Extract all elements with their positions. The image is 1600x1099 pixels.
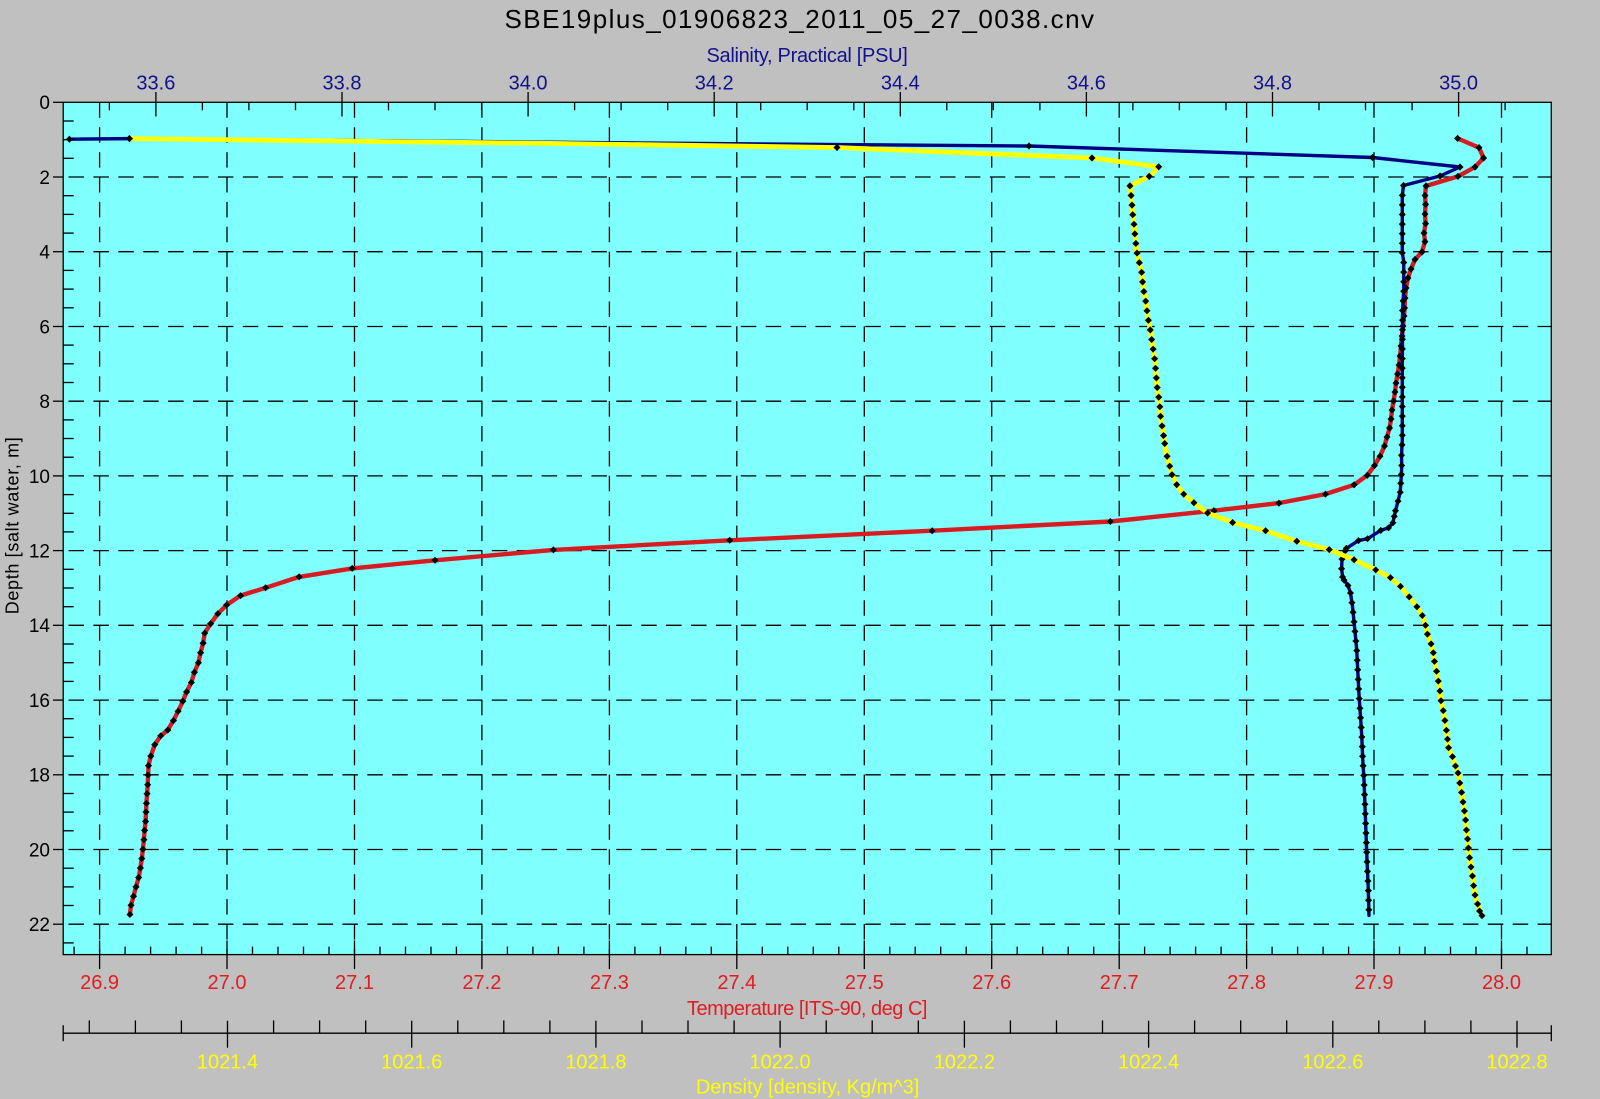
svg-text:8: 8 (39, 392, 50, 413)
svg-text:4: 4 (39, 243, 50, 264)
svg-text:27.9: 27.9 (1355, 972, 1394, 994)
svg-text:33.8: 33.8 (323, 73, 362, 95)
svg-text:27.4: 27.4 (717, 972, 756, 994)
svg-text:Temperature [ITS-90, deg C]: Temperature [ITS-90, deg C] (687, 998, 927, 1020)
svg-text:27.2: 27.2 (462, 972, 501, 994)
svg-text:34.2: 34.2 (695, 73, 734, 95)
svg-text:27.1: 27.1 (335, 972, 374, 994)
svg-text:1022.0: 1022.0 (750, 1052, 811, 1074)
svg-text:27.8: 27.8 (1227, 972, 1266, 994)
svg-text:1022.6: 1022.6 (1302, 1052, 1363, 1074)
svg-text:34.6: 34.6 (1067, 73, 1106, 95)
svg-text:6: 6 (39, 317, 50, 338)
svg-text:16: 16 (29, 691, 50, 712)
svg-text:Density [density, Kg/m^3]: Density [density, Kg/m^3] (696, 1077, 920, 1099)
svg-text:1021.8: 1021.8 (565, 1052, 626, 1074)
svg-text:27.6: 27.6 (972, 972, 1011, 994)
svg-text:Salinity, Practical [PSU]: Salinity, Practical [PSU] (706, 45, 907, 67)
svg-text:0: 0 (39, 93, 50, 114)
svg-text:34.0: 34.0 (509, 73, 548, 95)
svg-text:2: 2 (39, 168, 50, 189)
svg-text:Depth [salt water, m]: Depth [salt water, m] (2, 437, 22, 615)
svg-text:1021.4: 1021.4 (197, 1052, 258, 1074)
svg-text:27.0: 27.0 (208, 972, 247, 994)
svg-text:1021.6: 1021.6 (381, 1052, 442, 1074)
svg-text:22: 22 (29, 915, 50, 936)
svg-text:34.8: 34.8 (1253, 73, 1292, 95)
svg-text:27.5: 27.5 (845, 972, 884, 994)
svg-text:14: 14 (29, 616, 51, 637)
svg-text:1022.4: 1022.4 (1118, 1052, 1179, 1074)
svg-text:12: 12 (29, 542, 50, 563)
svg-text:27.3: 27.3 (590, 972, 629, 994)
svg-text:1022.8: 1022.8 (1486, 1052, 1547, 1074)
svg-text:33.6: 33.6 (136, 73, 175, 95)
svg-text:28.0: 28.0 (1482, 972, 1521, 994)
svg-text:35.0: 35.0 (1439, 73, 1478, 95)
svg-text:26.9: 26.9 (80, 972, 119, 994)
svg-text:18: 18 (29, 766, 50, 787)
svg-text:SBE19plus_01906823_2011_05_27_: SBE19plus_01906823_2011_05_27_0038.cnv (505, 4, 1096, 34)
svg-text:27.7: 27.7 (1100, 972, 1139, 994)
svg-text:10: 10 (29, 467, 50, 488)
svg-text:34.4: 34.4 (881, 73, 920, 95)
svg-text:1022.2: 1022.2 (934, 1052, 995, 1074)
svg-text:20: 20 (29, 840, 50, 861)
